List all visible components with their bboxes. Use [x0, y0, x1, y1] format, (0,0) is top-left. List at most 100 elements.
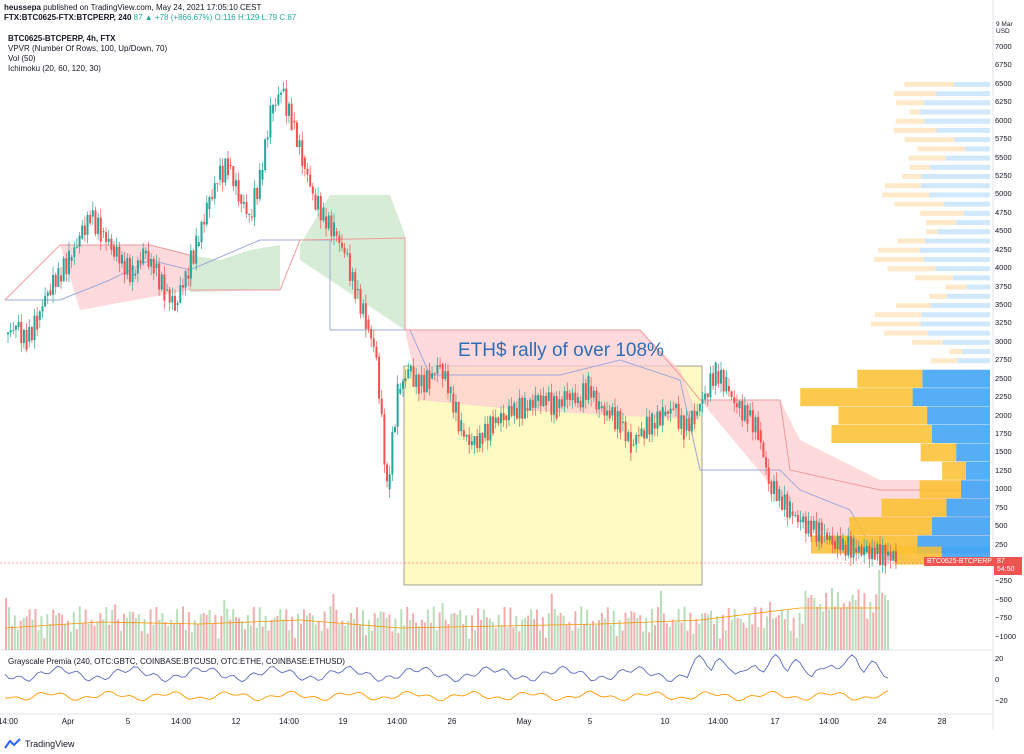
- candle-body: [227, 158, 229, 176]
- volume-bar: [435, 630, 438, 650]
- price-axis[interactable]: 9 Mar USD 7000 6750 6500 6250 6000 5750 5500 52…: [993, 0, 1024, 705]
- volume-bar: [196, 624, 199, 650]
- publisher-name[interactable]: heussepa: [4, 3, 41, 12]
- candle-body: [229, 164, 232, 167]
- candle-body: [624, 421, 627, 442]
- candle-body: [762, 442, 765, 458]
- candle-body: [457, 401, 460, 432]
- tradingview-logo-icon: [4, 738, 21, 749]
- volume-bar: [22, 618, 25, 650]
- vpvr-bar-faded: [929, 293, 947, 299]
- volume-bar: [710, 610, 713, 650]
- candle-body: [171, 296, 174, 303]
- volume-bar: [733, 609, 736, 650]
- candle-body: [237, 180, 240, 202]
- volume-bar: [305, 615, 308, 650]
- legend-item-vol[interactable]: Vol (50): [8, 54, 36, 63]
- time-axis[interactable]: 14:00 Apr 5 14:00 12 14:00 19 14:00 26 May 5 10 14:0…: [0, 714, 993, 728]
- volume-bar: [836, 592, 839, 650]
- candle-body: [661, 407, 664, 426]
- candle-body: [391, 432, 394, 475]
- price-tick-label: 1000: [995, 484, 1012, 494]
- candle-body: [847, 536, 850, 556]
- volume-bar: [143, 618, 146, 650]
- candle-body: [449, 386, 452, 394]
- candle-body: [815, 520, 818, 542]
- vpvr-bar-faded: [928, 330, 990, 336]
- volume-bar: [338, 624, 341, 650]
- tradingview-brand[interactable]: TradingView: [4, 738, 75, 749]
- candle-body: [386, 464, 389, 482]
- volume-bar: [831, 588, 833, 650]
- candle-body: [375, 346, 378, 358]
- candle-body: [635, 435, 638, 445]
- last-price: 87: [997, 558, 1005, 565]
- volume-bar: [674, 621, 677, 650]
- volume-bar: [724, 630, 727, 650]
- candle-body: [163, 274, 166, 301]
- volume-bar: [769, 601, 772, 650]
- time-tick-label: 17: [770, 717, 780, 726]
- candle-body: [804, 516, 807, 534]
- candle-body: [818, 522, 821, 542]
- bar-countdown: 54:50: [997, 566, 1015, 573]
- volume-bar: [621, 630, 624, 650]
- volume-bar: [202, 612, 205, 650]
- volume-bar: [677, 609, 680, 650]
- volume-bar: [111, 609, 114, 650]
- vpvr-bar-faded: [962, 349, 990, 355]
- candle-body: [417, 374, 420, 394]
- time-tick-label: 14:00: [707, 717, 729, 726]
- legend-item-ichimoku[interactable]: Ichimoku (20, 60, 120, 30): [8, 64, 101, 73]
- volume-bar: [347, 620, 350, 650]
- volume-bar: [46, 614, 49, 650]
- candle-body: [401, 381, 404, 389]
- vpvr-bar-faded: [954, 81, 990, 87]
- volume-bar: [730, 620, 733, 650]
- candle-body: [656, 411, 659, 429]
- volume-bar: [102, 619, 105, 650]
- candle-body: [534, 395, 537, 408]
- legend-item-vpvr[interactable]: VPVR (Number Of Rows, 100, Up/Down, 70): [8, 44, 168, 53]
- volume-bar: [727, 608, 730, 650]
- candle-body: [208, 197, 211, 210]
- candle-body: [12, 329, 15, 331]
- candle-body: [187, 275, 190, 279]
- candle-body: [590, 386, 593, 398]
- volume-bar: [297, 613, 300, 650]
- volume-bar: [229, 619, 232, 650]
- volume-bar: [447, 623, 450, 650]
- candle-body: [868, 546, 871, 560]
- volume-bar: [544, 637, 547, 650]
- time-tick-label: 5: [125, 717, 131, 726]
- candle-body: [462, 430, 465, 437]
- candle-body: [669, 408, 672, 414]
- chart-legend: BTC0625-BTCPERP, 4h, FTX VPVR (Number Of…: [8, 34, 167, 74]
- candle-body: [160, 274, 163, 290]
- candle-body: [529, 399, 532, 411]
- volume-bar: [450, 613, 453, 650]
- last-price-tag: 87 54:50: [994, 557, 1022, 575]
- candle-body: [205, 202, 208, 225]
- volume-bar: [261, 626, 264, 650]
- price-tick-label: 3000: [995, 336, 1012, 346]
- candle-body: [531, 399, 534, 408]
- vpvr-bar-faded: [945, 284, 967, 290]
- candle-body: [584, 383, 587, 400]
- price-tick-label: 6250: [995, 97, 1012, 107]
- candle-body: [730, 391, 733, 398]
- candle-body: [52, 274, 55, 295]
- price-tick-label: 500: [995, 521, 1008, 531]
- candle-body: [773, 481, 776, 495]
- candle-body: [70, 257, 73, 261]
- candle-body: [606, 410, 609, 416]
- candle-body: [57, 268, 60, 287]
- volume-bar: [353, 618, 356, 650]
- time-tick-label: 14:00: [0, 717, 19, 726]
- candle-body: [629, 432, 632, 453]
- candle-body: [889, 551, 892, 561]
- candle-body: [245, 202, 248, 215]
- candle-body: [285, 88, 288, 116]
- volume-bar: [627, 617, 630, 650]
